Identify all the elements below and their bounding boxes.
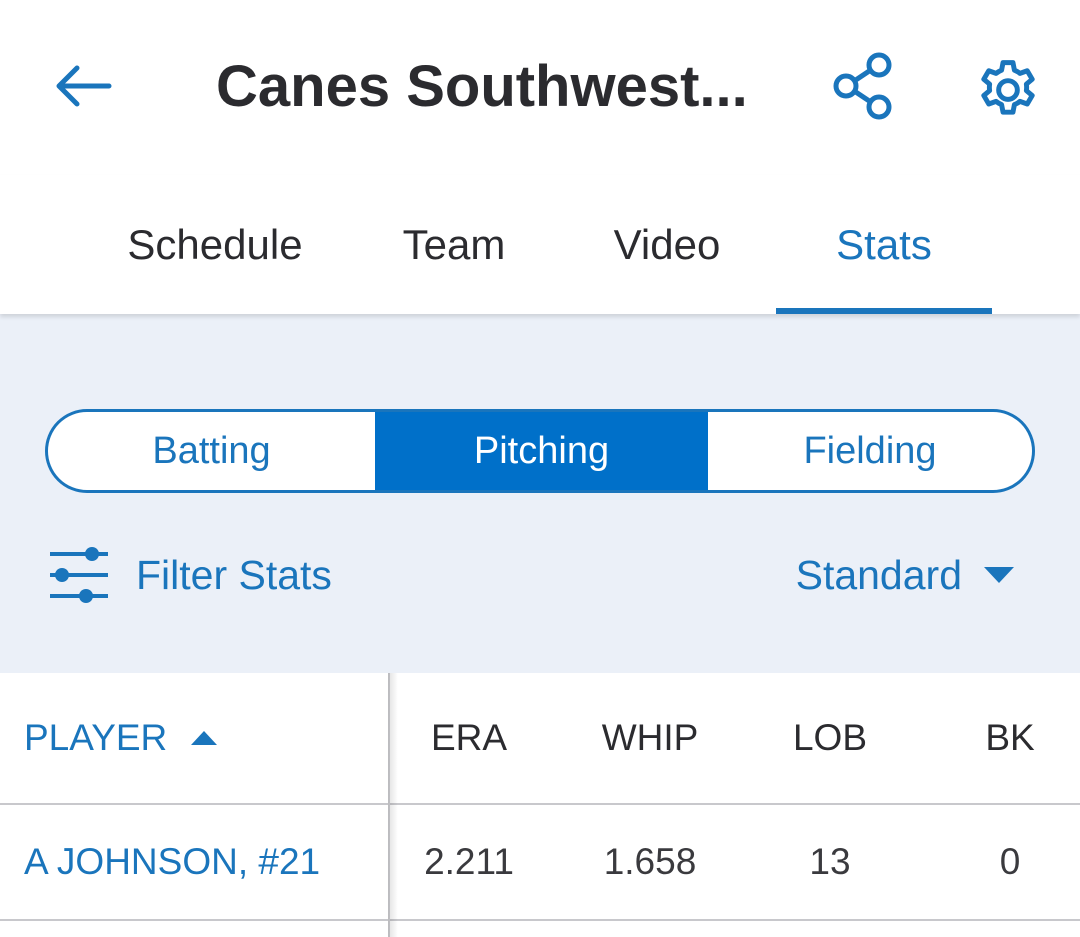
tab-team[interactable]: Team	[402, 220, 506, 268]
back-button[interactable]	[48, 56, 118, 116]
sliders-icon	[50, 547, 108, 603]
column-header-player-label: PLAYER	[24, 717, 168, 758]
share-icon	[833, 52, 892, 120]
frozen-column-divider	[388, 673, 390, 937]
caret-up-icon	[191, 731, 218, 745]
stats-table: PLAYER ERA WHIP LOB BK A JOHNSON, #21 2.…	[0, 673, 1080, 937]
column-header-lob[interactable]: LOB	[792, 717, 868, 758]
segment-batting[interactable]: Batting	[152, 429, 271, 472]
stat-view-dropdown[interactable]: Standard	[796, 542, 1014, 608]
bk-value: 0	[999, 841, 1021, 882]
filter-stats-label: Filter Stats	[136, 551, 332, 598]
settings-button[interactable]	[970, 52, 1046, 128]
segment-pitching[interactable]: Pitching	[375, 412, 708, 490]
table-header-row: PLAYER ERA WHIP LOB BK	[0, 673, 1080, 805]
caret-down-icon	[984, 567, 1014, 583]
tab-stats[interactable]: Stats	[776, 175, 992, 314]
segment-fielding[interactable]: Fielding	[803, 429, 937, 472]
tab-schedule[interactable]: Schedule	[127, 220, 303, 268]
column-header-bk[interactable]: BK	[985, 717, 1035, 758]
lob-value: 13	[809, 841, 851, 882]
era-value: 2.211	[424, 841, 514, 882]
table-row: A JOHNSON, #21 2.211 1.658 13 0	[0, 805, 1080, 921]
player-name-link[interactable]: A JOHNSON, #21	[24, 841, 321, 882]
tab-stats-label: Stats	[836, 220, 932, 268]
stats-controls: Batting Pitching Fielding Filter Stats S…	[0, 314, 1080, 673]
filter-stats-button[interactable]: Filter Stats	[48, 542, 332, 608]
column-header-era[interactable]: ERA	[430, 717, 508, 758]
stat-type-segmented-control: Batting Pitching Fielding	[45, 409, 1035, 493]
whip-value: 1.658	[603, 841, 697, 882]
app-header: Canes Southwest...	[0, 0, 1080, 175]
page-title: Canes Southwest...	[216, 54, 748, 119]
stat-view-label: Standard	[795, 551, 962, 598]
share-button[interactable]	[828, 50, 900, 122]
gear-icon	[981, 60, 1035, 115]
frozen-column-shadow	[388, 673, 398, 937]
tab-bar: Schedule Team Video Stats	[0, 175, 1080, 314]
active-tab-indicator	[776, 308, 992, 314]
tab-video[interactable]: Video	[613, 220, 721, 268]
column-header-whip[interactable]: WHIP	[601, 717, 699, 758]
column-header-player[interactable]: PLAYER	[24, 673, 218, 803]
arrow-left-icon	[56, 65, 112, 107]
